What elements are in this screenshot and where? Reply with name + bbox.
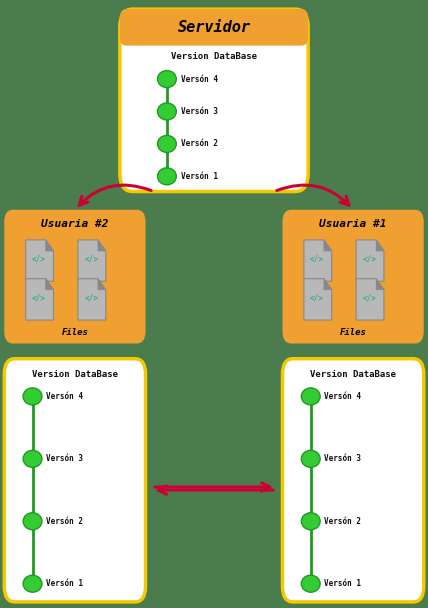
Text: Versón 4: Versón 4 [324,392,361,401]
Polygon shape [78,240,106,282]
Text: Versón 3: Versón 3 [181,107,217,116]
Text: Files: Files [62,328,88,337]
Text: </>: </> [310,255,324,264]
Text: Versón 4: Versón 4 [46,392,83,401]
Polygon shape [98,240,106,251]
Text: Versón 1: Versón 1 [181,172,217,181]
Ellipse shape [158,71,176,88]
Polygon shape [356,240,384,282]
Text: Files: Files [340,328,366,337]
Text: Version DataBase: Version DataBase [310,370,396,379]
Ellipse shape [158,103,176,120]
Ellipse shape [301,388,320,405]
Polygon shape [26,240,54,282]
FancyBboxPatch shape [4,210,146,344]
FancyBboxPatch shape [120,9,308,46]
Polygon shape [304,240,332,282]
FancyBboxPatch shape [282,210,424,344]
Polygon shape [376,278,384,290]
Text: </>: </> [363,294,376,303]
Polygon shape [324,278,332,290]
FancyBboxPatch shape [282,359,424,602]
Ellipse shape [23,451,42,468]
Text: Versón 3: Versón 3 [46,454,83,463]
Polygon shape [26,278,54,320]
FancyBboxPatch shape [120,9,308,192]
Polygon shape [376,240,384,251]
Ellipse shape [301,575,320,592]
Polygon shape [304,278,332,320]
Text: Versón 1: Versón 1 [46,579,83,588]
Ellipse shape [301,513,320,530]
Text: </>: </> [363,255,376,264]
Polygon shape [46,278,54,290]
Polygon shape [98,278,106,290]
Polygon shape [78,278,106,320]
Ellipse shape [23,513,42,530]
Text: Versón 2: Versón 2 [46,517,83,526]
Text: Versón 3: Versón 3 [324,454,361,463]
Text: Servidor: Servidor [178,20,250,35]
Polygon shape [324,240,332,251]
Text: </>: </> [32,294,46,303]
FancyBboxPatch shape [4,359,146,602]
Text: </>: </> [84,294,98,303]
Ellipse shape [301,451,320,468]
Text: Versón 4: Versón 4 [181,75,217,83]
Text: Usuaria #2: Usuaria #2 [41,219,109,229]
Text: Versón 1: Versón 1 [324,579,361,588]
Text: </>: </> [84,255,98,264]
Text: Usuaria #1: Usuaria #1 [319,219,387,229]
Text: Version DataBase: Version DataBase [32,370,118,379]
Polygon shape [356,278,384,320]
Polygon shape [46,240,54,251]
Text: Versón 2: Versón 2 [324,517,361,526]
Text: Version DataBase: Version DataBase [171,52,257,61]
Text: Versón 2: Versón 2 [181,139,217,148]
Text: </>: </> [32,255,46,264]
Ellipse shape [23,575,42,592]
Ellipse shape [158,136,176,153]
Ellipse shape [158,168,176,185]
Ellipse shape [23,388,42,405]
Text: </>: </> [310,294,324,303]
